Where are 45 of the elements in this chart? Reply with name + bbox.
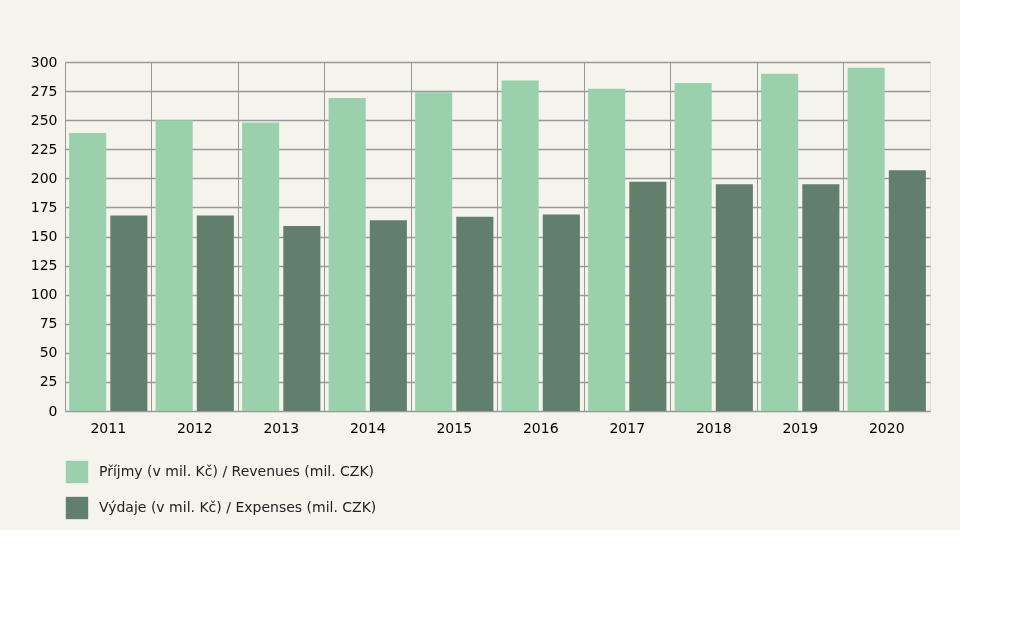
- x-tick-label: 2013: [263, 419, 300, 436]
- legend-label: Příjmy (v mil. Kč) / Revenues (mil. CZK): [99, 463, 375, 479]
- bar: [629, 181, 667, 411]
- bar: [155, 120, 193, 411]
- bar: [588, 88, 626, 411]
- bar: [328, 98, 366, 411]
- bar: [69, 132, 107, 411]
- bar: [888, 170, 926, 411]
- x-tick-label: 2019: [782, 419, 819, 436]
- x-tick-label: 2016: [522, 419, 559, 436]
- bar: [242, 122, 280, 411]
- y-tick-label: 50: [39, 344, 58, 361]
- x-tick-label: 2012: [176, 419, 213, 436]
- x-tick-label: 2014: [349, 419, 386, 436]
- y-tick-label: 75: [39, 315, 58, 332]
- bar: [802, 184, 840, 411]
- bar: [715, 184, 753, 411]
- bar: [456, 216, 494, 411]
- y-tick-label: 200: [30, 169, 58, 186]
- legend-label: Výdaje (v mil. Kč) / Expenses (mil. CZK): [99, 499, 377, 515]
- y-tick-label: 150: [30, 228, 58, 244]
- y-tick-label: 175: [30, 198, 58, 215]
- x-tick-label: 2018: [695, 419, 732, 436]
- y-tick-label: 0: [48, 402, 58, 419]
- x-tick-label: 2017: [609, 419, 646, 436]
- x-tick-label: 2020: [868, 419, 905, 436]
- bar: [369, 220, 407, 411]
- y-tick-label: 275: [30, 82, 58, 99]
- bar: [110, 215, 148, 411]
- bar: [761, 73, 799, 411]
- y-tick-label: 100: [30, 286, 58, 303]
- y-tick-label: 250: [30, 111, 58, 128]
- x-tick-label: 2011: [90, 419, 127, 436]
- bar: [501, 80, 539, 411]
- bar: [415, 92, 453, 411]
- bar: [283, 226, 321, 411]
- bar: [196, 215, 234, 411]
- y-tick-label: 125: [30, 257, 58, 274]
- y-tick-label: 300: [30, 53, 58, 70]
- bar: [542, 214, 580, 411]
- x-tick-label: 2015: [436, 419, 473, 436]
- bar: [674, 82, 712, 411]
- y-tick-label: 25: [39, 373, 58, 390]
- bar: [847, 67, 885, 411]
- y-tick-label: 225: [30, 140, 58, 157]
